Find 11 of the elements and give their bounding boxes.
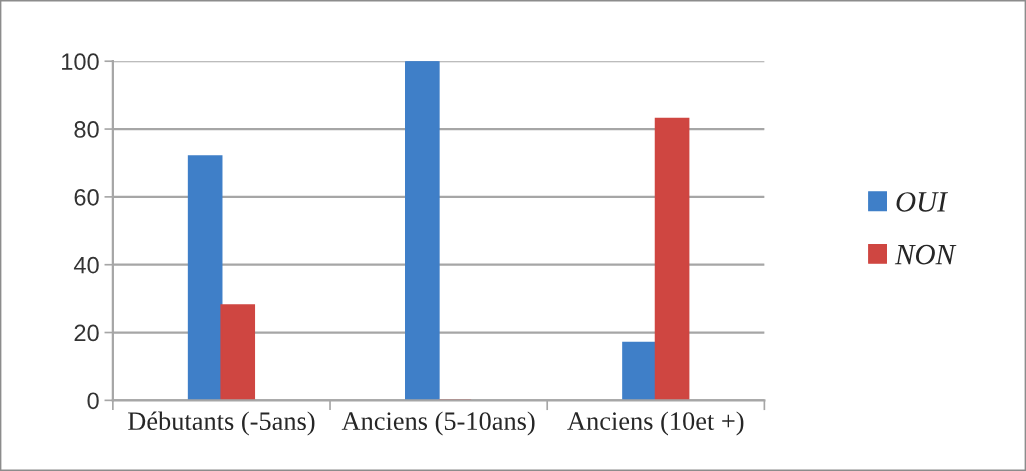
y-tick-label: 0 [87,392,99,410]
x-tick-label: Anciens (10et +) [567,411,744,436]
y-tick-label: 60 [74,188,99,206]
y-tick-label: 40 [73,256,99,274]
legend-label: NON [894,244,957,265]
y-tick-label: 20 [74,324,99,342]
y-tick-label: 80 [74,121,99,138]
x-tick-label: Débutants (-5ans) [128,411,315,436]
x-tick-label: Anciens (5-10ans) [341,411,535,436]
legend-label: OUI [896,192,949,212]
y-tick-label: 100 [62,53,99,71]
